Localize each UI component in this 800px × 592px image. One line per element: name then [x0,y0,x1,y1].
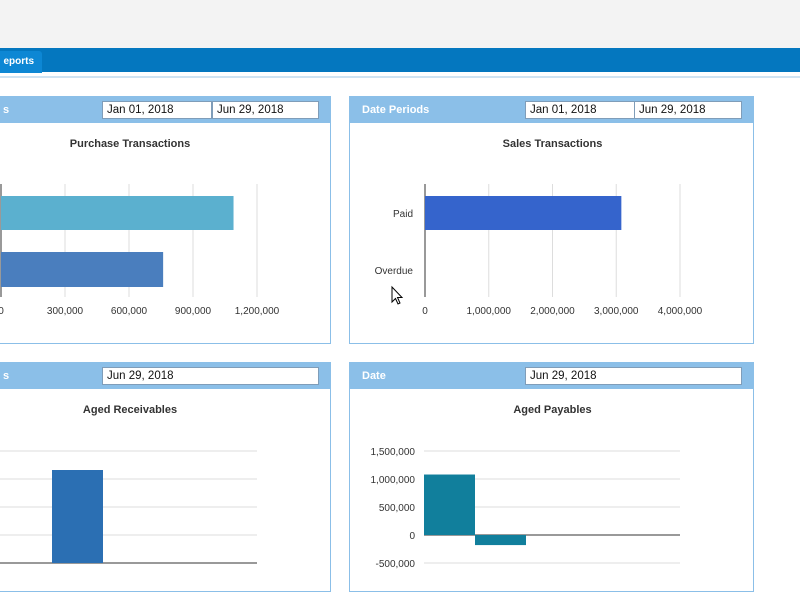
purchase-x-tick-label: 600,000 [111,306,148,317]
sales-x-tick-label: 0 [422,306,428,317]
purchase-panel-header: s Jan 01, 2018 Jun 29, 2018 [0,97,330,123]
sales-category-label: Overdue [375,266,414,277]
receivables-date-field[interactable]: Jun 29, 2018 [102,367,319,385]
sales-date-from-field[interactable]: Jan 01, 2018 [525,101,635,119]
payables-date-field[interactable]: Jun 29, 2018 [525,367,742,385]
mouse-cursor-icon [391,285,405,309]
payables-y-tick-label: 1,500,000 [371,447,416,458]
purchase-bar [1,252,164,287]
receivables-bar [52,470,103,563]
payables-bar [475,535,526,546]
payables-bar [424,474,475,535]
payables-y-tick-label: -500,000 [376,559,416,570]
sales-x-tick-label: 2,000,000 [530,306,575,317]
sales-x-tick-label: 1,000,000 [467,306,512,317]
sales-category-label: Paid [393,209,413,220]
sales-x-tick-label: 3,000,000 [594,306,639,317]
charts-layer: 0 300,000 600,000 900,000 1,200,000 0 1,000,00… [0,184,703,570]
nav-shadow [0,76,800,78]
purchase-x-tick-label: 300,000 [47,306,84,317]
payables-y-tick-label: 0 [409,531,415,542]
purchase-x-tick-label: 0 [0,306,4,317]
purchase-panel-title: s [3,104,10,116]
purchase-x-tick-label: 1,200,000 [235,306,280,317]
payables-panel-title: Date [362,370,386,382]
nav-divider [0,72,800,76]
sales-panel-header: Date Periods Jan 01, 2018 Jun 29, 2018 [350,97,753,123]
purchase-chart-title: Purchase Transactions [69,138,191,150]
payables-chart-title: Aged Payables [513,404,592,416]
purchase-x-tick-label: 900,000 [175,306,212,317]
receivables-panel-header: s Jun 29, 2018 [0,363,330,389]
payables-panel: Date Jun 29, 2018 Aged Payables [349,362,754,592]
purchase-date-to-field[interactable]: Jun 29, 2018 [212,101,319,119]
receivables-panel-title: s [3,370,10,382]
sales-panel-title: Date Periods [362,104,430,116]
payables-panel-header: Date Jun 29, 2018 [350,363,753,389]
purchase-bar [1,196,234,230]
nav-bar [0,48,800,72]
sales-bar [425,196,622,230]
receivables-chart-title: Aged Receivables [82,404,178,416]
tab-reports[interactable]: eports [0,51,42,73]
purchase-date-from-field[interactable]: Jan 01, 2018 [102,101,212,119]
payables-y-tick-label: 1,000,000 [371,475,416,486]
sales-chart-title: Sales Transactions [502,138,603,150]
sales-date-to-field[interactable]: Jun 29, 2018 [634,101,742,119]
payables-y-tick-label: 500,000 [379,503,416,514]
sales-x-tick-label: 4,000,000 [658,306,703,317]
top-bar [0,0,800,48]
